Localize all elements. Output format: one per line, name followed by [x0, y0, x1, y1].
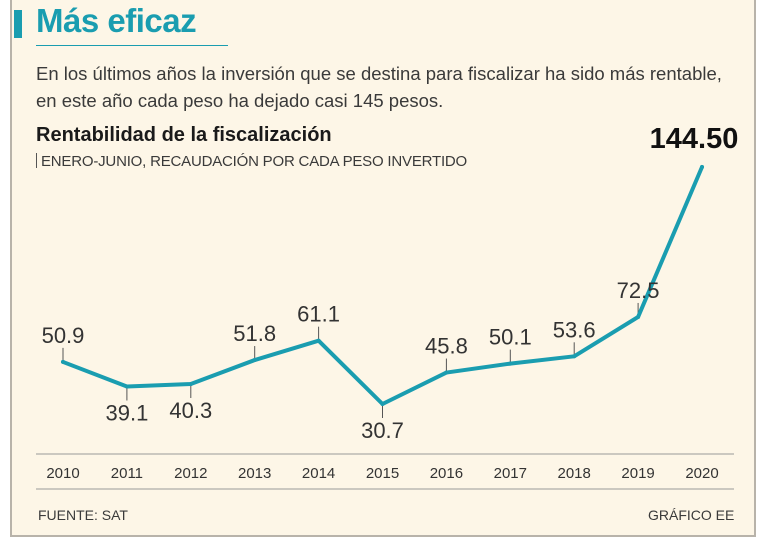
data-label-2012: 40.3 [169, 398, 212, 423]
chart-title: Rentabilidad de la fiscalización [36, 124, 332, 146]
x-tick-label-2019: 2019 [621, 465, 654, 482]
data-point-2014 [316, 338, 321, 343]
headline-underline [36, 45, 228, 46]
data-point-2018 [572, 354, 577, 359]
data-label-2016: 45.8 [425, 334, 468, 359]
graphic-credit: GRÁFICO EE [648, 507, 735, 523]
intro-text: En los últimos años la inversión que se … [36, 63, 722, 111]
x-tick-label-2010: 2010 [46, 465, 79, 482]
x-tick-label-2020: 2020 [685, 465, 718, 482]
chart-subtitle: ENERO-JUNIO, RECAUDACIÓN POR CADA PESO I… [41, 153, 468, 170]
series-line [61, 165, 704, 406]
x-tick-label-2015: 2015 [366, 465, 399, 482]
x-tick-label-2018: 2018 [558, 465, 591, 482]
source-note: FUENTE: SAT [38, 507, 128, 523]
data-point-2015 [380, 402, 385, 406]
headline-accent-bar [14, 10, 22, 38]
data-point-2017 [508, 361, 513, 366]
headline: Más eficaz [36, 2, 197, 39]
x-tick-label-2013: 2013 [238, 465, 271, 482]
chart-subtitle-wrap: ENERO-JUNIO, RECAUDACIÓN POR CADA PESO I… [36, 153, 467, 170]
x-tick-label-2011: 2011 [111, 465, 143, 482]
data-label-2020: 144.50 [650, 123, 739, 155]
data-point-2016 [444, 370, 449, 375]
data-point-2010 [61, 359, 65, 364]
data-label-2018: 53.6 [553, 317, 596, 342]
x-tick-label-2012: 2012 [174, 465, 207, 482]
data-point-2019 [636, 314, 641, 319]
data-label-2011: 39.1 [105, 401, 148, 426]
data-point-2012 [188, 382, 193, 387]
data-point-2011 [124, 384, 129, 389]
data-label-2015: 30.7 [361, 418, 404, 443]
data-label-2014: 61.1 [297, 302, 340, 327]
x-tick-label-2014: 2014 [302, 465, 335, 482]
data-point-2020 [700, 165, 704, 169]
x-tick-label-2016: 2016 [430, 465, 463, 482]
data-point-2013 [252, 358, 257, 363]
data-label-2010: 50.9 [42, 323, 85, 348]
data-label-2013: 51.8 [233, 321, 276, 346]
x-tick-label-2017: 2017 [494, 465, 527, 482]
data-label-2017: 50.1 [489, 325, 532, 350]
data-label-2019: 72.5 [617, 278, 660, 303]
subtitle-marker [36, 153, 37, 168]
infographic-card [10, 0, 756, 537]
